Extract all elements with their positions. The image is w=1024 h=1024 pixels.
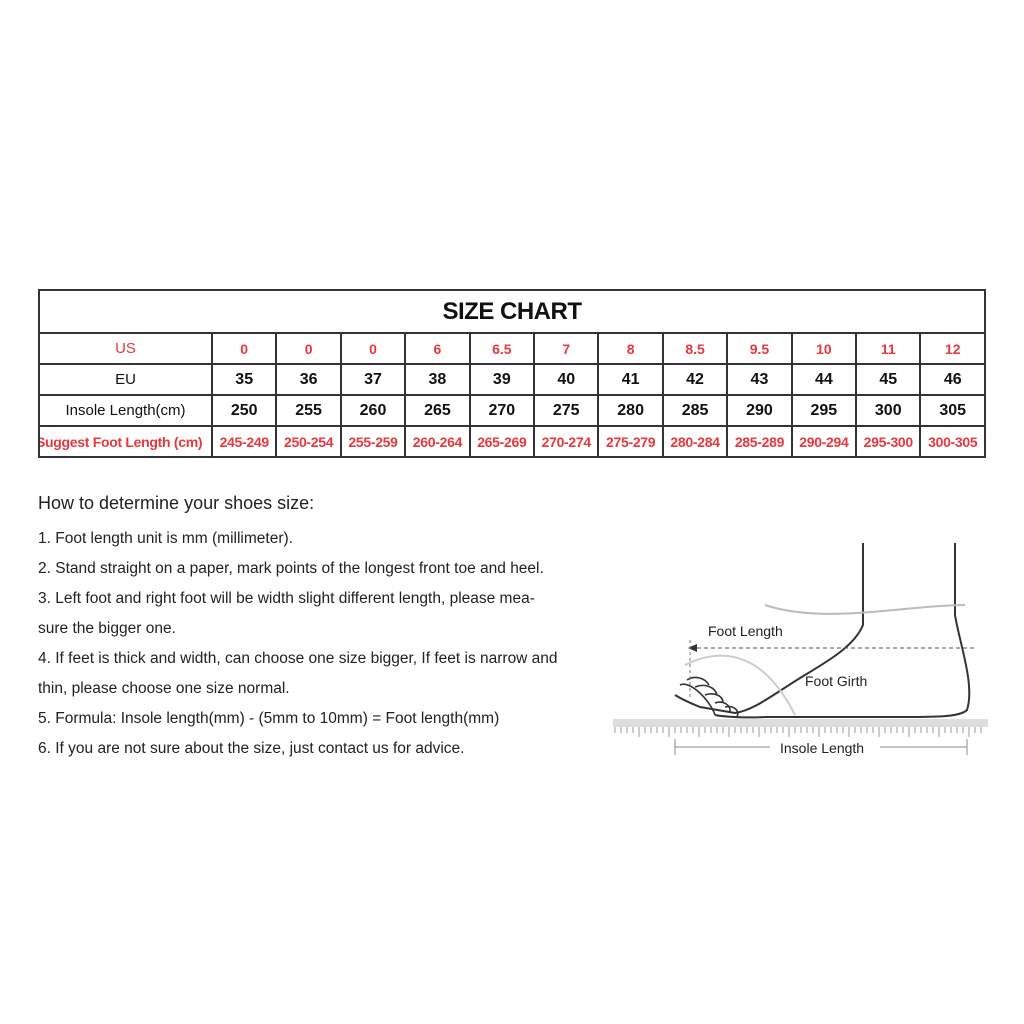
size-cell: 290 <box>726 394 793 427</box>
arrow-left-icon <box>688 644 697 652</box>
us-row: US 0 0 0 6 6.5 7 8 8.5 9.5 10 11 12 <box>38 332 986 365</box>
size-cell: 8.5 <box>661 332 729 365</box>
foot-length-row: Suggest Foot Length (cm) 245-249 250-254 25… <box>38 425 986 458</box>
insole-length-label: Insole Length <box>780 740 864 756</box>
size-cell: 255-259 <box>339 425 407 458</box>
insole-row: Insole Length(cm) 250 255 260 265 270 275 280 28… <box>38 394 986 427</box>
size-cell: 41 <box>597 363 664 396</box>
foot-girth-label: Foot Girth <box>805 673 867 689</box>
instructions-heading: How to determine your shoes size: <box>38 493 315 513</box>
size-cell: 285 <box>661 394 729 427</box>
instruction-item: 3. Left foot and right foot will be widt… <box>38 590 535 607</box>
size-cell: 280-284 <box>661 425 729 458</box>
size-cell: 295-300 <box>855 425 922 458</box>
row-label: US <box>38 332 213 365</box>
foot-girth-curve <box>764 604 966 615</box>
instruction-item: thin, please choose one size normal. <box>38 680 290 697</box>
size-cell: 250-254 <box>275 425 342 458</box>
size-chart-title: SIZE CHART <box>38 289 986 334</box>
size-cell: 40 <box>533 363 600 396</box>
size-cell: 270-274 <box>533 425 600 458</box>
size-cell: 37 <box>339 363 407 396</box>
size-cell: 300 <box>855 394 922 427</box>
size-cell: 7 <box>533 332 600 365</box>
size-cell: 290-294 <box>790 425 858 458</box>
size-cell: 305 <box>919 394 986 427</box>
size-cell: 43 <box>726 363 793 396</box>
size-cell: 46 <box>919 363 986 396</box>
row-label: Suggest Foot Length (cm) <box>38 425 213 458</box>
size-chart-table: SIZE CHART US 0 0 0 6 6.5 7 8 8.5 9.5 10 11 12 EU 35 3… <box>38 289 986 458</box>
size-cell: 36 <box>275 363 342 396</box>
ruler <box>613 719 988 727</box>
row-label: Insole Length(cm) <box>38 394 213 427</box>
instruction-item: 5. Formula: Insole length(mm) - (5mm to … <box>38 710 500 727</box>
size-cell: 0 <box>339 332 407 365</box>
size-cell: 44 <box>790 363 858 396</box>
instruction-item: 2. Stand straight on a paper, mark point… <box>38 560 544 577</box>
size-cell: 6 <box>404 332 471 365</box>
instructions: How to determine your shoes size: 1. Foo… <box>38 493 618 764</box>
size-cell: 275-279 <box>597 425 664 458</box>
size-cell: 280 <box>597 394 664 427</box>
size-cell: 295 <box>790 394 858 427</box>
instruction-item: 6. If you are not sure about the size, j… <box>38 740 465 757</box>
foot-girth-curve-lower <box>684 654 796 716</box>
size-cell: 250 <box>210 394 278 427</box>
size-cell: 38 <box>404 363 471 396</box>
size-cell: 12 <box>919 332 986 365</box>
size-cell: 265 <box>404 394 471 427</box>
size-cell: 9.5 <box>726 332 793 365</box>
size-cell: 0 <box>210 332 278 365</box>
instruction-item: sure the bigger one. <box>38 620 176 637</box>
row-label: EU <box>38 363 213 396</box>
size-cell: 11 <box>855 332 922 365</box>
ruler-ticks <box>614 727 982 737</box>
size-cell: 260 <box>339 394 407 427</box>
size-cell: 245-249 <box>210 425 278 458</box>
size-cell: 285-289 <box>726 425 793 458</box>
size-cell: 300-305 <box>919 425 986 458</box>
size-cell: 42 <box>661 363 729 396</box>
size-cell: 265-269 <box>468 425 536 458</box>
size-cell: 260-264 <box>404 425 471 458</box>
instruction-item: 1. Foot length unit is mm (millimeter). <box>38 530 293 547</box>
size-cell: 8 <box>597 332 664 365</box>
size-cell: 255 <box>275 394 342 427</box>
eu-row: EU 35 36 37 38 39 40 41 42 43 44 45 46 <box>38 363 986 396</box>
foot-length-label: Foot Length <box>708 623 783 639</box>
size-cell: 39 <box>468 363 536 396</box>
size-cell: 45 <box>855 363 922 396</box>
size-cell: 270 <box>468 394 536 427</box>
size-cell: 6.5 <box>468 332 536 365</box>
instruction-item: 4. If feet is thick and width, can choos… <box>38 650 558 667</box>
size-cell: 10 <box>790 332 858 365</box>
size-cell: 0 <box>275 332 342 365</box>
size-cell: 35 <box>210 363 278 396</box>
foot-measurement-diagram: Foot Length Foot Girth Insole Length <box>613 543 988 756</box>
size-cell: 275 <box>533 394 600 427</box>
